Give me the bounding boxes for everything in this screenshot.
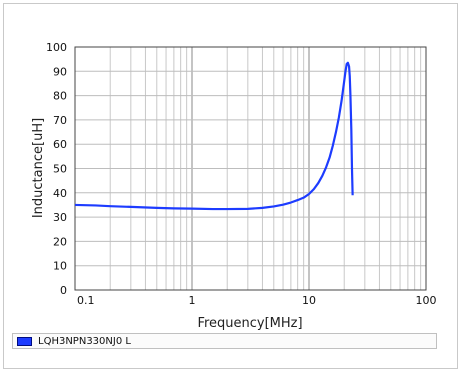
y-tick-label: 10 bbox=[53, 260, 67, 273]
y-tick-label: 30 bbox=[53, 211, 67, 224]
series-line bbox=[74, 61, 354, 211]
x-tick-label: 10 bbox=[302, 294, 316, 307]
x-tick-label: 100 bbox=[416, 294, 437, 307]
y-tick-label: 100 bbox=[46, 41, 67, 54]
x-axis-title: Frequency[MHz] bbox=[197, 316, 302, 331]
legend-label: LQH3NPN330NJ0 L bbox=[38, 335, 131, 347]
y-axis-title: Inductance[uH] bbox=[31, 118, 46, 218]
x-tick-label: 1 bbox=[189, 294, 196, 307]
y-tick-label: 20 bbox=[53, 235, 67, 248]
y-tick-label: 0 bbox=[60, 284, 67, 297]
legend: LQH3NPN330NJ0 L bbox=[12, 333, 437, 349]
legend-swatch bbox=[17, 336, 32, 346]
series-layer bbox=[74, 61, 354, 211]
y-tick-label: 50 bbox=[53, 163, 67, 176]
plot-area-border bbox=[74, 46, 427, 291]
chart-frame bbox=[3, 3, 458, 369]
y-tick-label: 90 bbox=[53, 65, 67, 78]
y-tick-label: 70 bbox=[53, 114, 67, 127]
grid bbox=[75, 47, 426, 290]
y-tick-labels: 0 10 20 30 40 50 60 70 80 90 100 bbox=[46, 41, 67, 297]
y-tick-label: 40 bbox=[53, 187, 67, 200]
y-tick-label: 80 bbox=[53, 90, 67, 103]
x-tick-label: 0.1 bbox=[77, 294, 95, 307]
y-tick-label: 60 bbox=[53, 138, 67, 151]
x-tick-labels: 0.1 1 10 100 bbox=[77, 294, 437, 307]
